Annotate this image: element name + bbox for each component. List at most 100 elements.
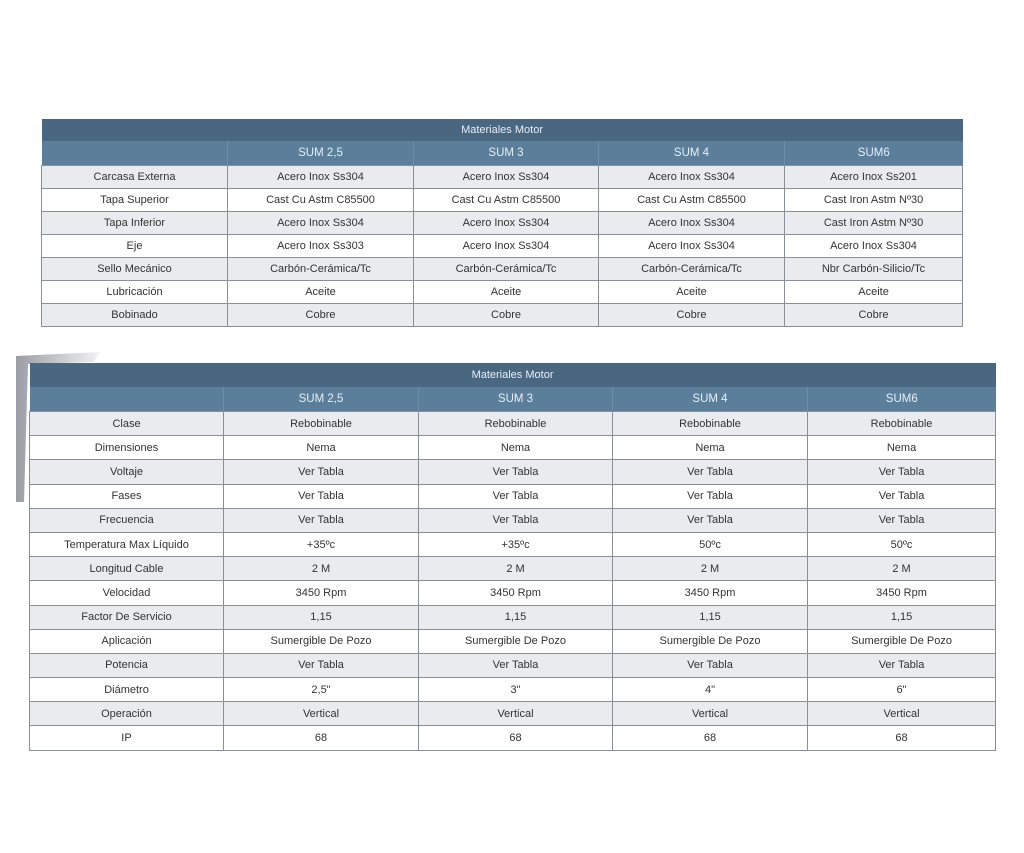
table-row: Dimensiones Nema Nema Nema Nema	[29, 435, 997, 461]
table-cell: Acero Inox Ss304	[227, 211, 414, 235]
table-cell: Ver Tabla	[418, 507, 613, 533]
table-row: Factor De Servicio 1,15 1,15 1,15 1,15	[29, 604, 997, 630]
table-cell: Acero Inox Ss304	[598, 211, 785, 235]
row-label: Fases	[29, 483, 224, 509]
table-cell: Sumergible De Pozo	[806, 628, 997, 654]
table-row: Eje Acero Inox Ss303 Acero Inox Ss304 Acero…	[41, 234, 964, 258]
table-cell: Cobre	[227, 303, 414, 327]
table-cell: Acero Inox Ss304	[598, 165, 785, 189]
table-row: IP 68 68 68 68	[29, 725, 997, 751]
table-cell: Sumergible De Pozo	[418, 628, 613, 654]
table-cell: Aceite	[227, 280, 414, 304]
table-cell: Acero Inox Ss304	[413, 234, 599, 258]
row-label: Longitud Cable	[29, 556, 224, 582]
table-cell: 68	[223, 725, 419, 751]
table-row: Potencia Ver Tabla Ver Tabla Ver Tabla Ver T…	[29, 652, 997, 679]
table-header-row: SUM 2,5 SUM 3 SUM 4 SUM6	[41, 141, 963, 166]
table-cell: Nema	[806, 435, 997, 461]
materials-table-2: Materiales Motor SUM 2,5 SUM 3 SUM 4 SUM6 Cla…	[29, 363, 997, 751]
table-cell: Ver Tabla	[612, 652, 808, 679]
table-cell: Ver Tabla	[612, 507, 808, 533]
row-label: Tapa Superior	[41, 188, 228, 212]
table-cell: 2 M	[223, 556, 419, 582]
table-cell: 50ºc	[806, 531, 997, 558]
table-cell: Vertical	[418, 701, 613, 727]
row-label: Sello Mecánico	[41, 257, 228, 281]
table-cell: 50ºc	[612, 531, 808, 558]
table-row: Clase Rebobinable Rebobinable Rebobinable Re…	[29, 410, 997, 437]
table-row: Tapa Inferior Acero Inox Ss304 Acero Inox …	[41, 211, 964, 235]
table-cell: Cast Iron Astm Nº30	[783, 211, 964, 235]
table-row: Aplicación Sumergible De Pozo Sumergible D…	[29, 628, 997, 654]
table-cell: Aceite	[783, 280, 964, 304]
table-row: Operación Vertical Vertical Vertical Vertica…	[29, 701, 997, 727]
table-cell: Ver Tabla	[806, 483, 997, 509]
table-cell: Vertical	[223, 701, 419, 727]
table-cell: 6"	[806, 677, 997, 703]
table-cell: Acero Inox Ss201	[783, 165, 964, 189]
table-cell: Ver Tabla	[806, 652, 997, 679]
table-title: Materiales Motor	[41, 119, 963, 141]
table-row: Sello Mecánico Carbón-Cerámica/Tc Carbón-C…	[41, 257, 964, 281]
table-title-row: Materiales Motor	[41, 119, 963, 141]
table-cell: 4"	[612, 677, 808, 703]
table-cell: Acero Inox Ss303	[227, 234, 414, 258]
table-cell: Carbón-Cerámica/Tc	[413, 257, 599, 281]
table-cell: +35ºc	[223, 531, 419, 558]
table-cell: Carbón-Cerámica/Tc	[598, 257, 785, 281]
table-title-row: Materiales Motor	[29, 363, 996, 387]
row-label: Eje	[41, 234, 228, 258]
table-cell: 1,15	[612, 604, 808, 630]
table-cell: Carbón-Cerámica/Tc	[227, 257, 414, 281]
table-cell: 1,15	[806, 604, 997, 630]
table-row: Voltaje Ver Tabla Ver Tabla Ver Tabla Ver Ta…	[29, 459, 997, 485]
table-cell: 2 M	[806, 556, 997, 582]
row-label: Aplicación	[29, 628, 224, 654]
decorative-bracket	[16, 352, 100, 502]
table-cell: 3450 Rpm	[806, 580, 997, 606]
table-cell: Nema	[418, 435, 613, 461]
table-cell: Cast Cu Astm C85500	[598, 188, 785, 212]
column-header	[29, 387, 224, 412]
column-header: SUM6	[783, 141, 963, 166]
table-cell: Acero Inox Ss304	[783, 234, 964, 258]
row-label: Operación	[29, 701, 224, 727]
row-label: Factor De Servicio	[29, 604, 224, 630]
table-cell: Ver Tabla	[806, 459, 997, 485]
row-label: Diámetro	[29, 677, 224, 703]
table-cell: Nema	[612, 435, 808, 461]
materials-table-1: Materiales Motor SUM 2,5 SUM 3 SUM 4 SUM6 Car…	[41, 119, 964, 327]
table-cell: Aceite	[598, 280, 785, 304]
table-cell: Aceite	[413, 280, 599, 304]
table-cell: Ver Tabla	[418, 652, 613, 679]
column-header: SUM 4	[612, 387, 808, 412]
table-cell: 1,15	[223, 604, 419, 630]
table-cell: 2 M	[418, 556, 613, 582]
table-cell: Ver Tabla	[418, 459, 613, 485]
table-cell: Acero Inox Ss304	[413, 211, 599, 235]
row-label: Potencia	[29, 652, 224, 679]
table-cell: Cobre	[598, 303, 785, 327]
table-cell: Ver Tabla	[223, 652, 419, 679]
table-cell: Rebobinable	[223, 410, 419, 437]
table-cell: Cast Cu Astm C85500	[227, 188, 414, 212]
table-cell: Cast Iron Astm Nº30	[783, 188, 964, 212]
table-cell: Sumergible De Pozo	[612, 628, 808, 654]
table-cell: Vertical	[806, 701, 997, 727]
table-cell: Cobre	[413, 303, 599, 327]
table-cell: Ver Tabla	[806, 507, 997, 533]
table-row: Fases Ver Tabla Ver Tabla Ver Tabla Ver Tabl…	[29, 483, 997, 509]
table-row: Diámetro 2,5" 3" 4" 6"	[29, 677, 997, 703]
table-row: Frecuencia Ver Tabla Ver Tabla Ver Tabla Ver…	[29, 507, 997, 533]
row-label: Carcasa Externa	[41, 165, 228, 189]
table-cell: Acero Inox Ss304	[598, 234, 785, 258]
table-cell: Sumergible De Pozo	[223, 628, 419, 654]
table-cell: Ver Tabla	[418, 483, 613, 509]
table-cell: Ver Tabla	[223, 507, 419, 533]
table-cell: 3450 Rpm	[612, 580, 808, 606]
table-row: Tapa Superior Cast Cu Astm C85500 Cast Cu …	[41, 188, 964, 212]
table-cell: 1,15	[418, 604, 613, 630]
table-cell: 68	[418, 725, 613, 751]
row-label: Tapa Inferior	[41, 211, 228, 235]
